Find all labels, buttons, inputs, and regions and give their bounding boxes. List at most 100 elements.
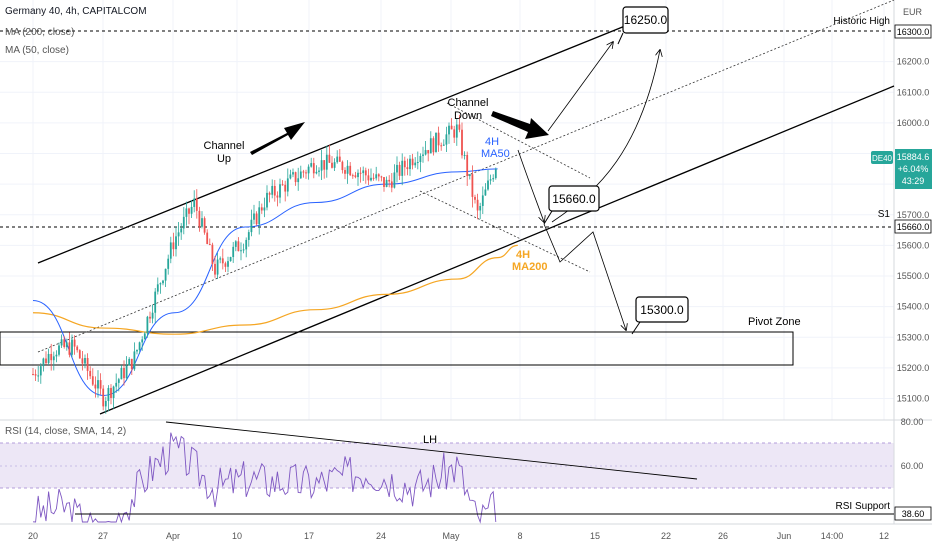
candle — [479, 202, 482, 220]
candle — [198, 206, 201, 232]
candle — [450, 118, 453, 130]
candle — [50, 343, 53, 371]
candle — [268, 191, 271, 203]
candle — [73, 335, 76, 355]
candle — [484, 183, 487, 196]
candle — [255, 211, 258, 226]
candle — [435, 132, 437, 153]
chart-title: Germany 40, 4h, CAPITALCOM — [5, 6, 147, 17]
target-15300-text: 15300.0 — [640, 303, 684, 317]
candle — [97, 370, 99, 398]
candle — [107, 385, 110, 412]
time-axis[interactable]: 20 27 Apr 10 17 24 May 8 15 22 26 Jun 14:00 12 — [28, 531, 889, 541]
candle — [143, 331, 146, 340]
rsi-title[interactable]: RSI (14, close, SMA, 14, 2) — [5, 426, 126, 437]
candle — [263, 197, 266, 218]
candle — [128, 357, 131, 366]
candle — [377, 173, 380, 182]
date-tick: 15 — [590, 531, 600, 541]
channel-up-lower[interactable] — [99, 85, 895, 415]
candle — [385, 176, 388, 188]
svg-text:15660.0: 15660.0 — [897, 222, 930, 232]
pivot-zone-label: Pivot Zone — [748, 316, 801, 328]
candle — [284, 180, 287, 202]
channel-down-lower[interactable] — [419, 190, 591, 273]
channel-down-upper[interactable] — [446, 102, 591, 179]
candle — [344, 167, 346, 180]
date-tick: 27 — [98, 531, 108, 541]
target-box-15660[interactable]: 15660.0 — [543, 185, 600, 225]
date-tick: 24 — [376, 531, 386, 541]
price-tick: 15100.0 — [897, 394, 930, 404]
candle — [138, 341, 141, 354]
candle — [307, 164, 310, 180]
date-tick: Apr — [166, 531, 180, 541]
candle — [224, 261, 227, 272]
candle — [203, 216, 206, 235]
candle — [258, 201, 261, 235]
candle — [266, 185, 268, 211]
target-box-15300[interactable]: 15300.0 — [631, 296, 689, 335]
candle — [125, 356, 128, 381]
date-tick: 17 — [304, 531, 314, 541]
candle — [242, 243, 245, 254]
candle — [468, 174, 471, 180]
rsi-lh-trendline[interactable] — [165, 421, 698, 480]
candle — [232, 241, 235, 263]
candle — [364, 167, 367, 184]
candle — [310, 157, 313, 168]
candle — [260, 203, 263, 214]
rsi-line — [32, 432, 497, 524]
candle — [195, 189, 198, 219]
candle — [110, 384, 112, 405]
candle — [471, 165, 474, 208]
level-badge-15660: 15660.0 — [894, 219, 932, 234]
channel-up-upper[interactable] — [37, 25, 626, 264]
level-badge-16300: 16300.0 — [894, 24, 932, 39]
candle — [346, 160, 349, 184]
candle — [325, 145, 328, 178]
candle — [299, 165, 302, 179]
candle — [414, 157, 417, 168]
candle — [461, 122, 463, 159]
candle — [357, 169, 359, 186]
candle — [34, 369, 37, 381]
candlesticks — [32, 114, 497, 414]
candle — [185, 201, 188, 226]
candle — [65, 338, 68, 351]
candle — [167, 254, 170, 275]
candle — [312, 157, 315, 179]
candle — [188, 207, 190, 225]
projection-zigzag — [543, 223, 626, 330]
date-tick: 26 — [718, 531, 728, 541]
last-price-badge: DE40 15884.6 +6.04% 43:29 — [871, 149, 932, 189]
date-tick: Jun — [777, 531, 792, 541]
projection-curve-down — [517, 149, 544, 222]
candle — [47, 348, 50, 365]
candle — [474, 194, 476, 204]
pivot-zone-box[interactable] — [0, 331, 794, 366]
candle — [177, 222, 180, 246]
price-tick: 15300.0 — [897, 332, 930, 342]
candle — [388, 175, 391, 188]
target-box-16250[interactable]: 16250.0 — [617, 6, 669, 45]
candle — [52, 351, 55, 371]
candle — [372, 173, 375, 181]
candle — [164, 268, 167, 288]
candle — [216, 253, 219, 279]
candle — [273, 179, 276, 202]
indicator-ma50[interactable]: MA (50, close) — [5, 45, 69, 56]
candle — [130, 358, 133, 376]
candle — [117, 377, 120, 392]
candle — [393, 164, 396, 189]
candle — [89, 366, 92, 380]
price-tick: 15200.0 — [897, 363, 930, 373]
price-tick: 15600.0 — [897, 240, 930, 250]
indicator-ma200[interactable]: MA (200, close) — [5, 27, 74, 38]
candle — [42, 357, 45, 372]
candle — [146, 315, 149, 338]
candle — [383, 177, 385, 192]
candle — [359, 167, 362, 183]
rsi-support-label: RSI Support — [836, 501, 891, 512]
